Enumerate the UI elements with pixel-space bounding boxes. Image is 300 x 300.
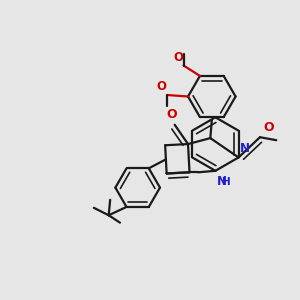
Text: O: O: [263, 121, 274, 134]
Text: O: O: [157, 80, 167, 93]
Text: O: O: [173, 51, 183, 64]
Text: H: H: [222, 177, 231, 187]
Text: N: N: [240, 142, 250, 155]
Text: N: N: [217, 175, 227, 188]
Text: O: O: [167, 108, 177, 121]
